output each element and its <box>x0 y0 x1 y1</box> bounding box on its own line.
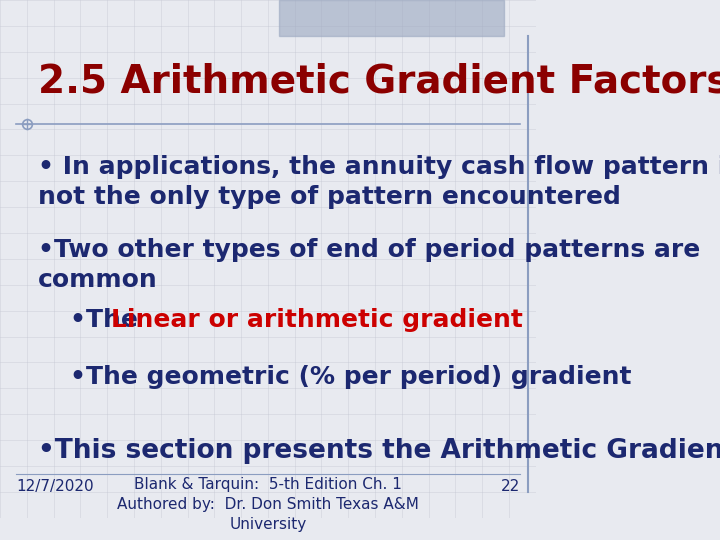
Text: •This section presents the Arithmetic Gradient: •This section presents the Arithmetic Gr… <box>37 437 720 463</box>
Bar <box>279 0 504 36</box>
Text: •Two other types of end of period patterns are
common: •Two other types of end of period patter… <box>37 238 700 292</box>
Text: 22: 22 <box>500 479 520 494</box>
Text: •The geometric (% per period) gradient: •The geometric (% per period) gradient <box>70 365 631 389</box>
Text: 2.5 Arithmetic Gradient Factors: 2.5 Arithmetic Gradient Factors <box>37 62 720 100</box>
Text: •The: •The <box>70 308 146 332</box>
Text: Blank & Tarquin:  5-th Edition Ch. 1
Authored by:  Dr. Don Smith Texas A&M
Unive: Blank & Tarquin: 5-th Edition Ch. 1 Auth… <box>117 477 419 532</box>
Text: 12/7/2020: 12/7/2020 <box>16 479 94 494</box>
Text: Linear or arithmetic gradient: Linear or arithmetic gradient <box>111 308 523 332</box>
Text: • In applications, the annuity cash flow pattern is
not the only type of pattern: • In applications, the annuity cash flow… <box>37 156 720 209</box>
